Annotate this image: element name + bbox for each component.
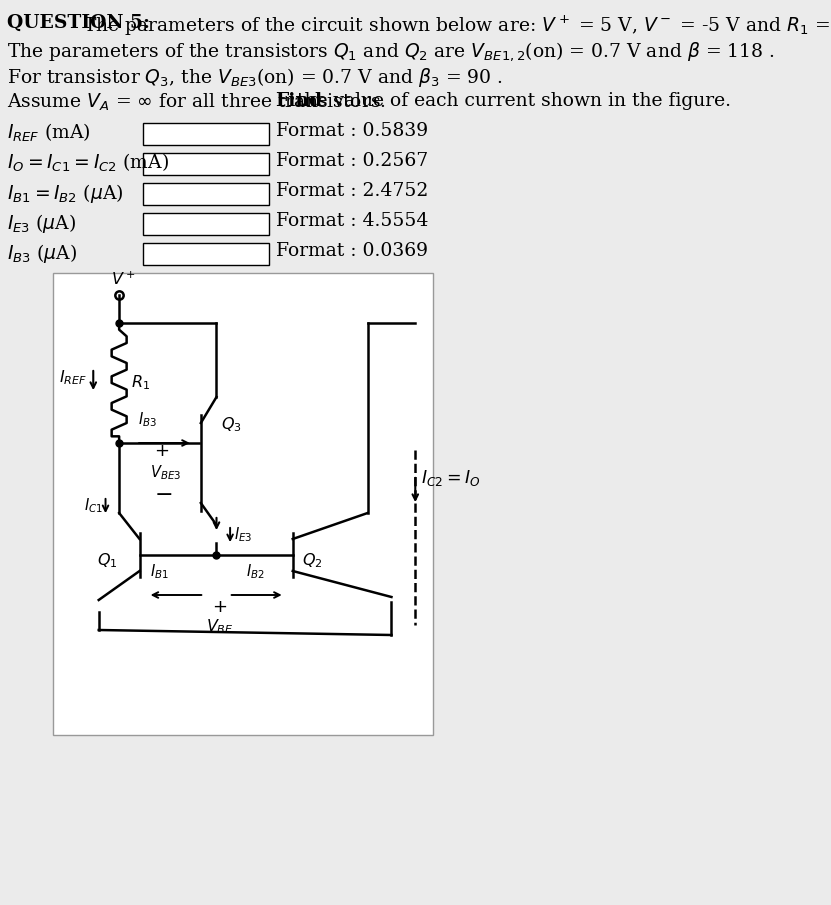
- Text: Format : 2.4752: Format : 2.4752: [276, 182, 428, 200]
- Text: For transistor $Q_3$, the $V_{BE3}$(on) = 0.7 V and $\beta_3$ = 90 .: For transistor $Q_3$, the $V_{BE3}$(on) …: [7, 66, 503, 89]
- Text: $I_{C2} = I_O$: $I_{C2} = I_O$: [420, 468, 480, 488]
- Text: QUESTION 5:: QUESTION 5:: [7, 14, 150, 32]
- Text: $V_{BE}$: $V_{BE}$: [205, 617, 234, 636]
- Bar: [143, 153, 269, 175]
- Text: $I_{B1} = I_{B2}$ ($\mu$A): $I_{B1} = I_{B2}$ ($\mu$A): [7, 182, 123, 205]
- Text: +: +: [213, 598, 228, 616]
- Text: $V^+$: $V^+$: [111, 272, 135, 289]
- Text: Format : 0.5839: Format : 0.5839: [276, 122, 428, 140]
- Text: Format : 4.5554: Format : 4.5554: [276, 212, 428, 230]
- Bar: [143, 183, 269, 205]
- Text: $I_{B2}$: $I_{B2}$: [247, 562, 265, 581]
- Bar: [143, 123, 269, 145]
- Text: $I_{E3}$: $I_{E3}$: [234, 526, 252, 544]
- Bar: [143, 243, 269, 265]
- Text: −: −: [155, 485, 173, 505]
- Text: $I_{C1}$: $I_{C1}$: [84, 497, 103, 515]
- Text: Find: Find: [275, 92, 322, 110]
- Text: $R_1$: $R_1$: [130, 374, 150, 393]
- Text: $I_{REF}$: $I_{REF}$: [59, 368, 87, 387]
- Bar: [53, 273, 433, 735]
- Text: $V_{BE3}$: $V_{BE3}$: [150, 463, 181, 482]
- Text: $Q_2$: $Q_2$: [302, 552, 322, 570]
- Text: $I_{B3}$: $I_{B3}$: [138, 410, 157, 429]
- Text: Format : 0.2567: Format : 0.2567: [276, 152, 428, 170]
- Text: $I_O = I_{C1} =I_{C2}$ (mA): $I_O = I_{C1} =I_{C2}$ (mA): [7, 152, 169, 175]
- Text: $Q_1$: $Q_1$: [97, 552, 118, 570]
- Text: the value of each current shown in the figure.: the value of each current shown in the f…: [297, 92, 730, 110]
- Text: $I_{B1}$: $I_{B1}$: [150, 562, 169, 581]
- Text: $I_{REF}$ (mA): $I_{REF}$ (mA): [7, 122, 91, 144]
- Text: $I_{E3}$ ($\mu$A): $I_{E3}$ ($\mu$A): [7, 212, 76, 235]
- Text: The parameters of the transistors $Q_1$ and $Q_2$ are $V_{BE1,2}$(on) = 0.7 V an: The parameters of the transistors $Q_1$ …: [7, 40, 774, 63]
- Text: Assume $V_A$ = $\infty$ for all three transistors.: Assume $V_A$ = $\infty$ for all three tr…: [7, 92, 387, 113]
- Text: $Q_3$: $Q_3$: [220, 415, 241, 434]
- Bar: [143, 213, 269, 235]
- Text: The parameters of the circuit shown below are: $V^+$ = 5 V, $V^-$ = -5 V and $R_: The parameters of the circuit shown belo…: [83, 14, 831, 38]
- Text: Format : 0.0369: Format : 0.0369: [276, 242, 428, 260]
- Text: +: +: [155, 442, 170, 460]
- Text: $I_{B3}$ ($\mu$A): $I_{B3}$ ($\mu$A): [7, 242, 76, 265]
